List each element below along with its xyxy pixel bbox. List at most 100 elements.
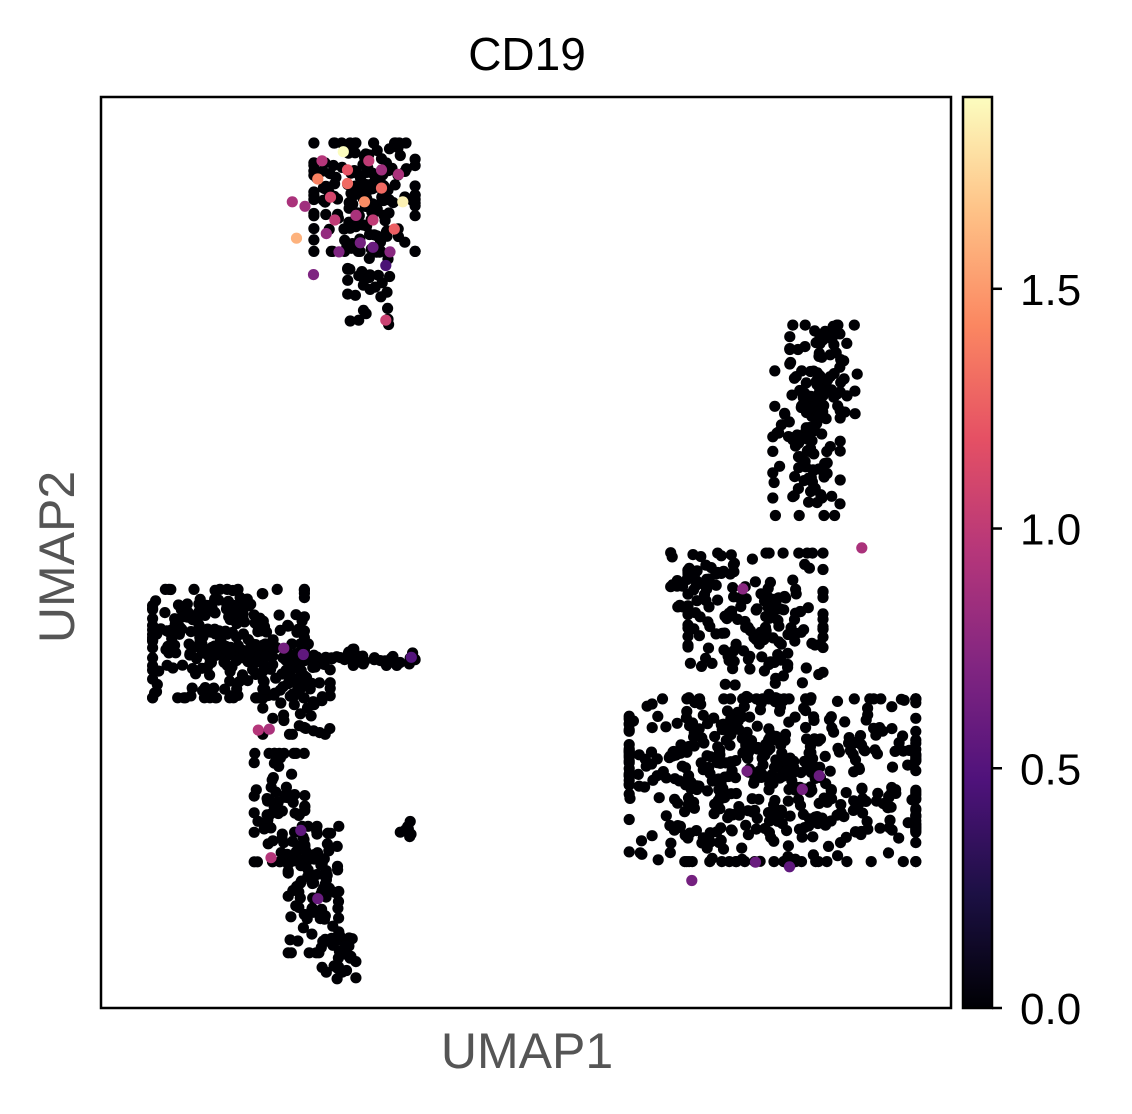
cell-point	[288, 747, 300, 760]
cell-point	[768, 799, 780, 811]
cell-point	[756, 651, 768, 663]
cell-point	[639, 753, 651, 765]
cell-point	[226, 626, 238, 639]
cell-point	[278, 714, 290, 727]
cell-point	[308, 699, 320, 711]
cell-point	[704, 751, 717, 763]
cell-point	[742, 692, 754, 704]
cell-point	[688, 570, 700, 582]
cell-point	[331, 973, 343, 985]
cell-point	[384, 270, 396, 283]
cell-point-expressing	[252, 724, 264, 736]
cell-point	[682, 630, 694, 642]
cell-point	[793, 823, 806, 835]
cell-point	[742, 746, 755, 759]
cell-point	[221, 659, 233, 671]
cell-point	[282, 620, 294, 632]
cell-point	[725, 549, 737, 561]
cell-point	[817, 623, 829, 635]
cell-point	[886, 761, 899, 773]
cell-point	[690, 825, 703, 837]
cell-point	[656, 693, 669, 705]
cell-point	[651, 770, 663, 782]
cell-point-expressing	[384, 246, 396, 258]
cell-point	[763, 734, 775, 746]
cell-point	[323, 935, 335, 947]
cell-point	[893, 832, 905, 844]
cell-point	[336, 137, 348, 149]
cell-point	[322, 827, 334, 839]
cell-point	[869, 744, 881, 756]
cell-point	[841, 337, 853, 349]
cell-point-expressing	[350, 209, 362, 221]
cell-point	[294, 638, 306, 650]
cell-point	[623, 788, 635, 800]
cell-point	[350, 956, 362, 968]
cell-point	[868, 693, 880, 705]
cell-point	[793, 509, 805, 522]
cell-point	[669, 773, 681, 785]
cell-point	[790, 371, 802, 383]
cell-point	[767, 445, 779, 457]
cell-point	[295, 860, 307, 872]
cell-point	[782, 840, 795, 852]
cell-point	[343, 197, 355, 209]
cell-point	[767, 492, 779, 504]
cell-point	[788, 490, 800, 502]
cell-point	[735, 601, 747, 613]
cell-point-expressing	[686, 874, 698, 887]
cell-point	[675, 739, 687, 751]
cell-point	[332, 961, 345, 973]
cell-point	[803, 431, 815, 443]
cell-point	[409, 210, 421, 222]
cell-point	[674, 747, 687, 759]
cell-point	[159, 607, 171, 619]
cell-point	[273, 609, 285, 621]
cell-point	[308, 210, 320, 222]
cell-point	[324, 723, 336, 735]
cell-point	[831, 695, 844, 708]
cell-point	[897, 745, 909, 757]
cell-point	[176, 623, 188, 635]
cell-point	[889, 745, 901, 758]
cell-point	[331, 860, 344, 872]
cell-point	[308, 659, 320, 672]
cell-point	[886, 723, 898, 735]
cell-point	[664, 819, 676, 832]
cell-point	[623, 770, 635, 782]
cell-point	[347, 655, 359, 667]
cell-point	[155, 623, 167, 635]
cell-point	[705, 562, 717, 574]
cell-point	[835, 806, 847, 819]
cell-point	[704, 856, 716, 868]
cell-point-expressing	[363, 155, 375, 167]
cell-point	[849, 826, 862, 838]
cell-point	[176, 659, 189, 671]
cell-point	[381, 230, 393, 242]
cell-point	[804, 365, 817, 378]
cell-point	[327, 920, 339, 932]
cell-point	[409, 180, 421, 192]
cell-point	[748, 777, 760, 789]
cell-point	[738, 645, 750, 657]
cell-point	[792, 793, 805, 806]
cell-point	[210, 628, 223, 640]
cell-point-expressing	[749, 856, 762, 868]
cell-point	[381, 286, 393, 298]
cell-point	[185, 626, 197, 638]
cell-point	[283, 790, 295, 802]
cell-point	[724, 568, 736, 580]
cell-point-expressing	[341, 164, 354, 176]
cell-point	[147, 673, 159, 685]
cell-point	[824, 371, 836, 383]
cell-point	[702, 642, 715, 654]
cell-point	[677, 601, 689, 613]
cell-point	[824, 441, 836, 453]
cell-point	[840, 787, 852, 799]
cell-point	[839, 406, 851, 418]
cell-point	[771, 760, 783, 772]
cell-point	[257, 675, 269, 687]
cell-point	[364, 283, 376, 295]
cell-point	[267, 712, 279, 724]
cell-point	[276, 833, 288, 845]
